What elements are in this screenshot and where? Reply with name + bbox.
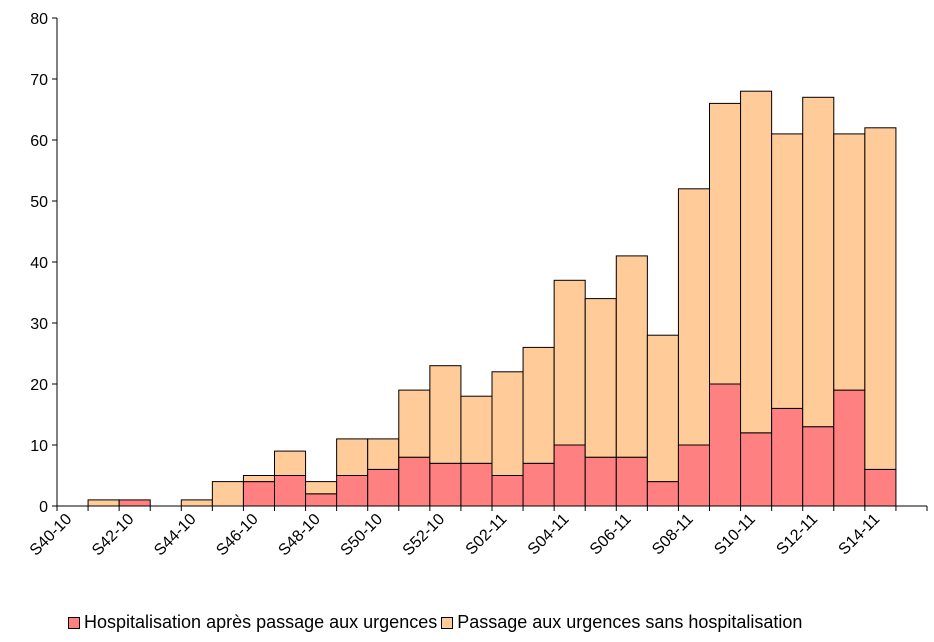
stacked-bar-chart: 0 10 20 30 40 50 60 70 80 S40-10 S42-10 S44-10 S46-1… (27, 11, 928, 560)
bar-hospitalisation-S02-11 (491, 475, 524, 507)
bar-hospitalisation-S07-11 (646, 481, 679, 507)
x-tick-label: S10-11 (711, 511, 759, 559)
bar-sans-hospitalisation-S50-10 (367, 438, 400, 470)
bar-sans-hospitalisation-S10-11 (740, 90, 773, 434)
bar-sans-hospitalisation-S51-10 (398, 389, 431, 458)
bar-hospitalisation-S51-10 (398, 456, 431, 507)
x-tick-label: S12-11 (773, 511, 821, 559)
bar-sans-hospitalisation-S08-11 (677, 188, 710, 446)
x-tick-label: S44-10 (151, 511, 200, 560)
bar-hospitalisation-S10-11 (740, 432, 773, 507)
y-tick-label: 50 (30, 194, 48, 211)
x-tick-label: S14-11 (836, 511, 884, 559)
legend-label-hospitalisation: Hospitalisation après passage aux urgenc… (84, 612, 438, 632)
x-tick-label: S50-10 (338, 511, 387, 560)
bar-hospitalisation-S03-11 (522, 462, 555, 507)
legend-label-sans-hospitalisation: Passage aux urgences sans hospitalisatio… (457, 612, 803, 632)
x-tick-label: S08-11 (649, 511, 697, 559)
bar-hospitalisation-S13-11 (833, 389, 866, 507)
bar-hospitalisation-S50-10 (367, 468, 400, 507)
bar-sans-hospitalisation-S05-11 (584, 298, 617, 458)
x-tick-label: S46-10 (213, 511, 262, 560)
bar-sans-hospitalisation-S12-11 (802, 96, 835, 428)
legend-swatch-sans-hospitalisation (441, 616, 454, 629)
y-tick-label: 20 (30, 377, 48, 394)
x-tick-label: S48-10 (275, 511, 324, 560)
bar-sans-hospitalisation-S47-10 (274, 450, 307, 477)
bar-hospitalisation-S09-11 (709, 383, 742, 507)
bar-sans-hospitalisation-S46-10 (242, 475, 275, 483)
bar-sans-hospitalisation-S14-11 (864, 127, 897, 470)
bar-hospitalisation-S04-11 (553, 444, 586, 507)
bar-sans-hospitalisation-S06-11 (615, 255, 648, 458)
bar-hospitalisation-S08-11 (677, 444, 710, 507)
y-tick-label: 30 (30, 316, 48, 333)
bar-hospitalisation-S48-10 (305, 493, 338, 507)
bar-sans-hospitalisation-S03-11 (522, 346, 555, 464)
y-tick-label: 70 (30, 72, 48, 89)
legend: Hospitalisation après passage aux urgenc… (68, 612, 806, 633)
bar-sans-hospitalisation-S01-11 (460, 395, 493, 464)
bar-sans-hospitalisation-S45-10 (211, 481, 244, 507)
bar-hospitalisation-S42-10 (118, 499, 151, 507)
bar-sans-hospitalisation-S11-11 (771, 133, 804, 409)
y-tick-label: 10 (30, 438, 48, 455)
bar-sans-hospitalisation-S07-11 (646, 334, 679, 483)
legend-item-sans-hospitalisation: Passage aux urgences sans hospitalisatio… (441, 612, 802, 633)
bar-sans-hospitalisation-S13-11 (833, 133, 866, 391)
legend-swatch-hospitalisation (68, 616, 80, 629)
bar-hospitalisation-S46-10 (242, 481, 275, 507)
x-tick-label: S52-10 (400, 511, 449, 560)
y-tick-label: 60 (30, 133, 48, 150)
x-tick-label: S02-11 (463, 511, 511, 559)
y-tick-label: 40 (30, 255, 48, 272)
bar-hospitalisation-S05-11 (584, 456, 617, 507)
bar-sans-hospitalisation-S52-10 (429, 365, 462, 464)
bar-sans-hospitalisation-S02-11 (491, 371, 524, 476)
legend-item-hospitalisation: Hospitalisation après passage aux urgenc… (68, 612, 437, 633)
bar-sans-hospitalisation-S48-10 (305, 481, 338, 495)
bar-hospitalisation-S06-11 (615, 456, 648, 507)
bar-hospitalisation-S12-11 (802, 426, 835, 507)
bar-sans-hospitalisation-S49-10 (336, 438, 369, 476)
bar-hospitalisation-S49-10 (336, 475, 369, 507)
bar-sans-hospitalisation-S04-11 (553, 279, 586, 446)
x-tick-label: S04-11 (525, 511, 573, 559)
bar-hospitalisation-S47-10 (274, 475, 307, 507)
y-tick-label: 0 (39, 499, 48, 516)
x-tick-label: S42-10 (89, 511, 138, 560)
bar-sans-hospitalisation-S09-11 (709, 102, 742, 385)
x-tick-label: S40-10 (27, 511, 76, 560)
bar-sans-hospitalisation-S44-10 (180, 499, 213, 507)
bar-sans-hospitalisation-S41-10 (87, 499, 120, 507)
bar-hospitalisation-S11-11 (771, 407, 804, 507)
bar-hospitalisation-S52-10 (429, 462, 462, 507)
x-tick-label: S06-11 (587, 511, 635, 559)
bar-hospitalisation-S01-11 (460, 462, 493, 507)
y-tick-label: 80 (30, 11, 48, 28)
bar-hospitalisation-S14-11 (864, 468, 897, 507)
